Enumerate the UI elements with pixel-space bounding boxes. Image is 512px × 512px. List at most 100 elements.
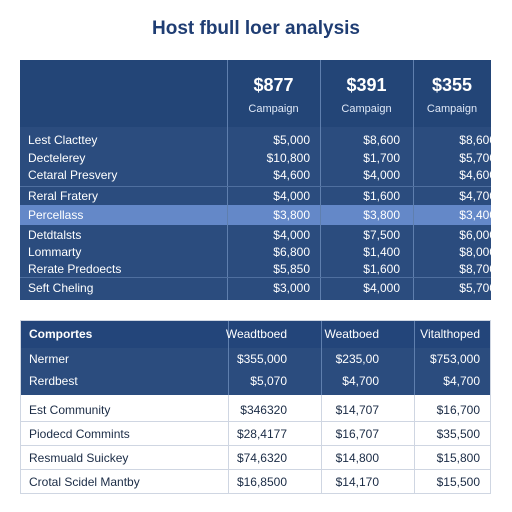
cell-value: $1,400 bbox=[363, 245, 400, 259]
table-row: Detdtalsts $4,000 $7,500 $6,000 bbox=[20, 227, 496, 244]
table-row: Rerdbest $5,070 $4,700 $4,700 bbox=[21, 370, 490, 392]
column-divider bbox=[320, 60, 321, 300]
cell-value: $5,700 bbox=[459, 151, 496, 165]
cell-value: $346320 bbox=[240, 403, 287, 417]
cell-value: $6,000 bbox=[459, 228, 496, 242]
cell-value: $1,600 bbox=[363, 189, 400, 203]
cell-value: $5,850 bbox=[273, 262, 310, 276]
cell-value: $8,600 bbox=[459, 133, 496, 147]
cell-value: $753,000 bbox=[429, 352, 480, 366]
row-label: Percellass bbox=[28, 208, 84, 222]
table-row: Piodecd Commints $28,4177 $16,707 $35,50… bbox=[21, 423, 490, 445]
cell-value: $16,700 bbox=[436, 403, 480, 417]
cell-value: $74,6320 bbox=[236, 451, 287, 465]
row-label: Lommarty bbox=[28, 245, 82, 259]
column-divider bbox=[414, 321, 415, 395]
cell-value: $5,700 bbox=[459, 281, 496, 295]
cell-value: $8,000 bbox=[459, 245, 496, 259]
cell-value: $1,700 bbox=[363, 151, 400, 165]
cell-value: $4,000 bbox=[273, 228, 310, 242]
cell-value: $15,500 bbox=[436, 475, 480, 489]
campaign-table: $877 Campaign $391 Campaign $355 Campaig… bbox=[20, 60, 496, 300]
cell-value: $6,800 bbox=[273, 245, 310, 259]
table-row: Rerate Predoects $5,850 $1,600 $8,700 bbox=[20, 261, 496, 278]
row-label: Crotal Scidel Mantby bbox=[29, 475, 140, 489]
cell-value: $14,707 bbox=[335, 403, 379, 417]
header-caption: Campaign bbox=[248, 103, 299, 115]
community-table-dark-rows: Comportes Weadtboed Weatboed Vitalthoped… bbox=[21, 321, 490, 395]
header-value: $355 bbox=[431, 75, 473, 95]
row-label: Est Community bbox=[29, 403, 111, 417]
table-row: Nermer $355,000 $235,00 $753,000 bbox=[21, 348, 490, 370]
cell-value: $5,000 bbox=[273, 133, 310, 147]
table-row: Lest Clacttey $5,000 $8,600 $8,600 bbox=[20, 132, 496, 149]
row-divider bbox=[20, 186, 491, 187]
table-row: Seft Cheling $3,000 $4,000 $5,700 bbox=[20, 280, 496, 297]
column-divider bbox=[228, 321, 229, 395]
cell-value: $14,800 bbox=[335, 451, 379, 465]
cell-value: $5,070 bbox=[250, 374, 287, 388]
cell-value: $4,700 bbox=[443, 374, 480, 388]
table-row: Crotal Scidel Mantby $16,8500 $14,170 $1… bbox=[21, 471, 490, 493]
header-caption: Campaign bbox=[426, 103, 478, 115]
cell-value: $4,000 bbox=[363, 168, 400, 182]
community-table-header bbox=[21, 321, 490, 348]
cell-value: $10,800 bbox=[266, 151, 310, 165]
table-row-highlighted: Percellass $3,800 $3,800 $3,400 bbox=[20, 207, 496, 224]
cell-value: $3,800 bbox=[273, 208, 310, 222]
row-label: Lest Clacttey bbox=[28, 133, 98, 147]
table-row: Est Community $346320 $14,707 $16,700 bbox=[21, 399, 490, 421]
table-row: Reral Fratery $4,000 $1,600 $4,700 bbox=[20, 188, 496, 205]
row-divider bbox=[21, 445, 490, 446]
highlighted-row-bg bbox=[20, 205, 491, 225]
row-label: Rerdbest bbox=[29, 374, 78, 388]
row-label: Piodecd Commints bbox=[29, 427, 130, 441]
cell-value: $4,600 bbox=[459, 168, 496, 182]
cell-value: $4,700 bbox=[342, 374, 379, 388]
table-row: Dectelerey $10,800 $1,700 $5,700 bbox=[20, 150, 496, 167]
community-table-dark-section bbox=[21, 321, 490, 395]
column-divider bbox=[227, 60, 228, 300]
row-label: Detdtalsts bbox=[28, 228, 82, 242]
column-divider bbox=[321, 395, 322, 493]
cell-value: $4,000 bbox=[273, 189, 310, 203]
column-header: Weadtboed bbox=[225, 327, 287, 341]
header-value: $877 bbox=[253, 75, 294, 95]
row-label: Reral Fratery bbox=[28, 189, 99, 203]
table-row: Lommarty $6,800 $1,400 $8,000 bbox=[20, 244, 496, 261]
column-header: Weatboed bbox=[324, 327, 380, 341]
cell-value: $28,4177 bbox=[236, 427, 287, 441]
table-row: Cetaral Presvery $4,600 $4,000 $4,600 bbox=[20, 167, 496, 184]
page-title: Host fbull loer analysis bbox=[152, 18, 360, 39]
cell-value: $7,500 bbox=[363, 228, 400, 242]
column-header: Vitalthoped bbox=[420, 327, 480, 341]
column-divider bbox=[228, 395, 229, 493]
row-divider bbox=[21, 469, 490, 470]
cell-value: $8,600 bbox=[363, 133, 400, 147]
column-divider bbox=[413, 60, 414, 300]
column-divider bbox=[321, 321, 322, 395]
row-label: Dectelerey bbox=[28, 151, 86, 165]
header-row: Comportes Weadtboed Weatboed Vitalthoped bbox=[21, 323, 490, 350]
cell-value: $4,000 bbox=[363, 281, 400, 295]
cell-value: $35,500 bbox=[436, 427, 480, 441]
row-label: Nermer bbox=[29, 352, 70, 366]
cell-value: $15,800 bbox=[436, 451, 480, 465]
cell-value: $4,600 bbox=[273, 168, 310, 182]
cell-value: $235,00 bbox=[335, 352, 379, 366]
cell-value: $3,400 bbox=[459, 208, 496, 222]
cell-value: $14,170 bbox=[335, 475, 379, 489]
row-divider bbox=[21, 421, 490, 422]
table-row: Resmuald Suickey $74,6320 $14,800 $15,80… bbox=[21, 447, 490, 469]
cell-value: $1,600 bbox=[363, 262, 400, 276]
column-header: Comportes bbox=[29, 327, 93, 341]
cell-value: $16,8500 bbox=[236, 475, 287, 489]
row-divider bbox=[20, 277, 491, 278]
cell-value: $16,707 bbox=[335, 427, 379, 441]
column-divider bbox=[414, 395, 415, 493]
campaign-table-header bbox=[20, 60, 491, 127]
community-table: Comportes Weadtboed Weatboed Vitalthoped… bbox=[20, 320, 491, 494]
cell-value: $8,700 bbox=[459, 262, 496, 276]
cell-value: $3,800 bbox=[363, 208, 400, 222]
header-value: $391 bbox=[346, 75, 387, 95]
